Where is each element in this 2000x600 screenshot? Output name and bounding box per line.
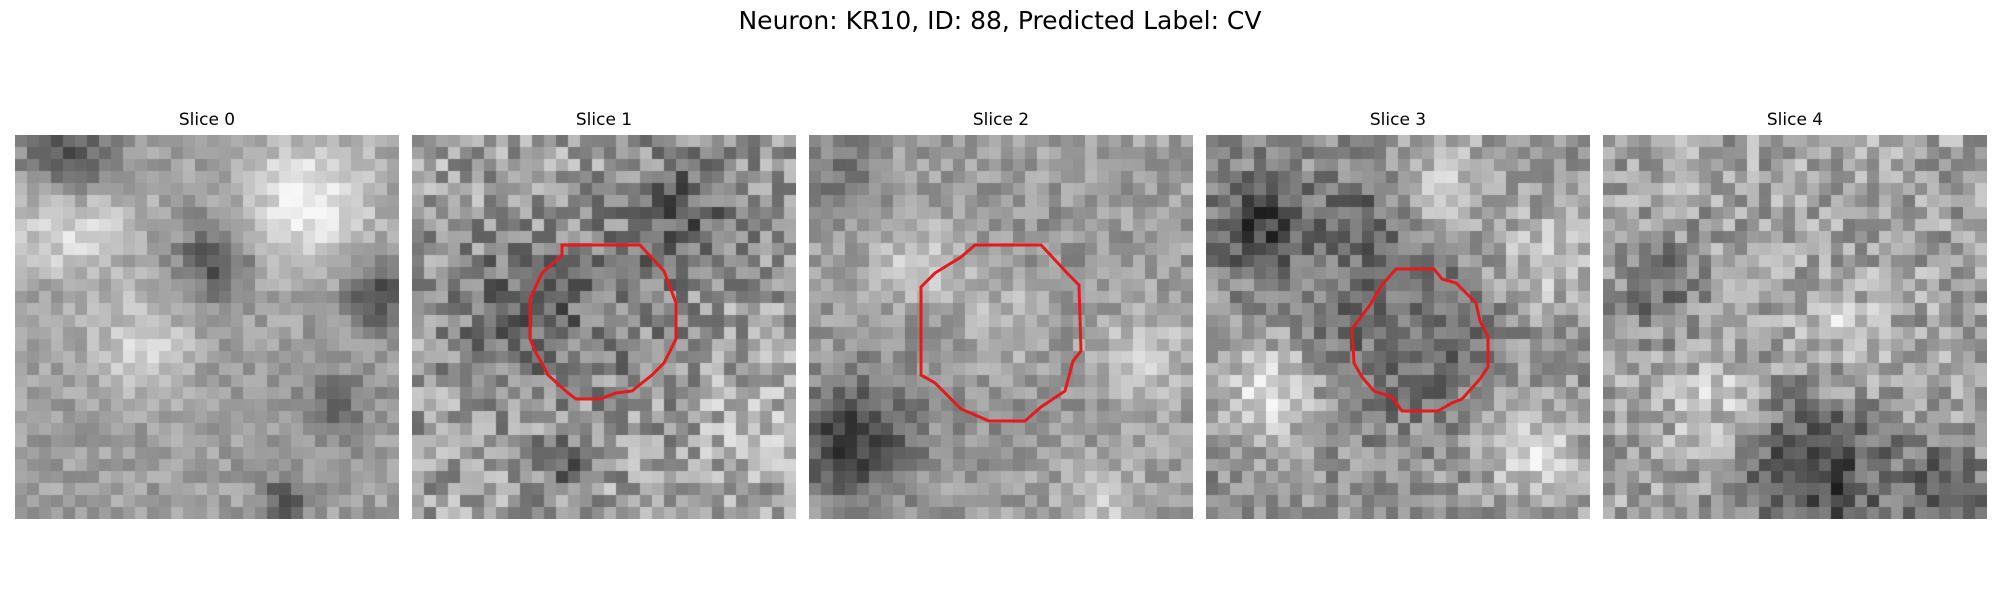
slice-image bbox=[412, 135, 796, 519]
contour-overlay bbox=[919, 243, 1083, 423]
slice-panel-2: Slice 2 bbox=[809, 108, 1193, 519]
slice-title: Slice 4 bbox=[1766, 110, 1824, 130]
contour-overlay bbox=[1350, 267, 1490, 413]
figure-title: Neuron: KR10, ID: 88, Predicted Label: C… bbox=[738, 6, 1262, 35]
segmentation-contour bbox=[1350, 267, 1490, 413]
contour-overlay bbox=[528, 243, 678, 401]
slice-panel-4: Slice 4 bbox=[1603, 108, 1987, 519]
segmentation-contour bbox=[528, 243, 678, 401]
slice-title: Slice 0 bbox=[178, 110, 236, 130]
segmentation-contour bbox=[919, 243, 1083, 423]
slice-image bbox=[809, 135, 1193, 519]
slice-image bbox=[1206, 135, 1590, 519]
slice-title: Slice 1 bbox=[575, 110, 633, 130]
slice-panel-1: Slice 1 bbox=[412, 108, 796, 519]
slice-image bbox=[15, 135, 399, 519]
slice-panel-0: Slice 0 bbox=[15, 108, 399, 519]
slice-panel-3: Slice 3 bbox=[1206, 108, 1590, 519]
slice-title: Slice 2 bbox=[972, 110, 1030, 130]
slice-image bbox=[1603, 135, 1987, 519]
slice-title: Slice 3 bbox=[1369, 110, 1427, 130]
